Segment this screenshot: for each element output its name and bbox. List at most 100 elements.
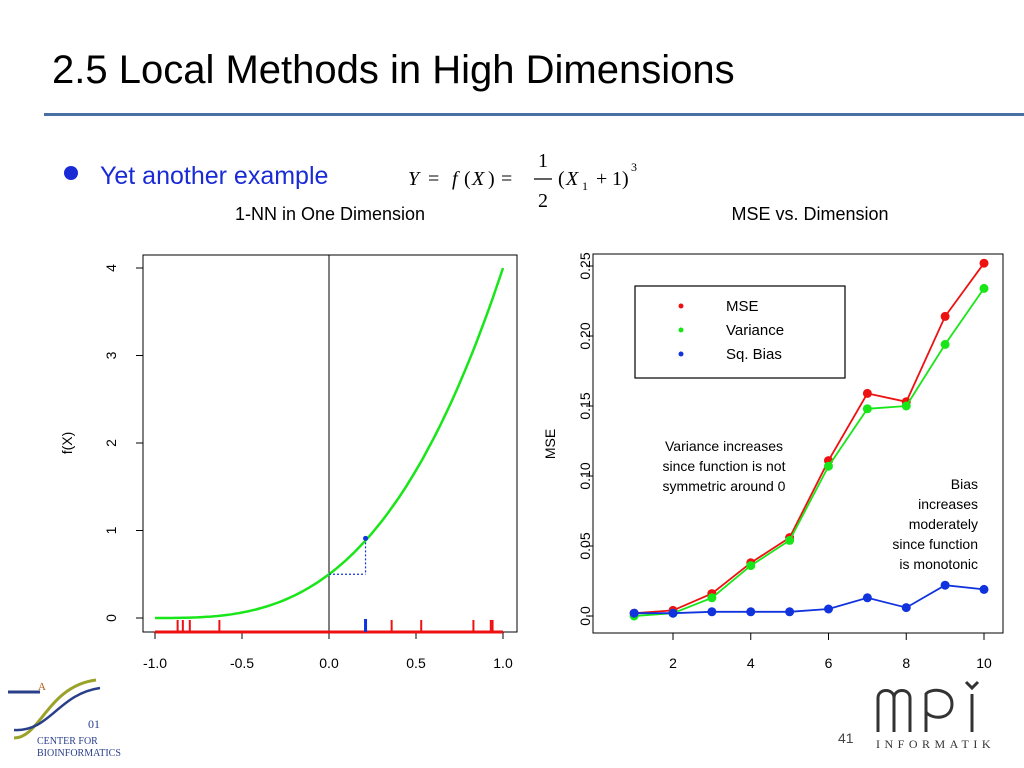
plot-frame bbox=[142, 254, 518, 633]
series-point bbox=[940, 580, 950, 590]
formula-paren-close: ) bbox=[622, 168, 629, 190]
series-point bbox=[940, 339, 950, 349]
page-number: 41 bbox=[838, 730, 854, 746]
logo-swoosh-blue bbox=[13, 686, 101, 732]
formula-fx-close: ) bbox=[488, 168, 495, 190]
series-point bbox=[824, 604, 833, 614]
series-point bbox=[785, 535, 795, 545]
slide-title: 2.5 Local Methods in High Dimensions bbox=[52, 48, 735, 92]
logo-p-shape bbox=[924, 688, 954, 732]
y-axis-label: MSE bbox=[542, 429, 558, 459]
y-tick-label: 1 bbox=[103, 526, 119, 534]
formula-frac-den: 2 bbox=[538, 190, 548, 212]
bioinformatics-logo: A 01 bbox=[8, 678, 101, 740]
logo-i-shape bbox=[964, 680, 980, 732]
series-point bbox=[862, 593, 872, 603]
title-divider bbox=[44, 113, 1024, 116]
formula-eq1: = bbox=[428, 168, 439, 190]
y-tick-label: 0.15 bbox=[577, 392, 593, 419]
bioinformatics-logo-text: CENTER FOR BIOINFORMATICS bbox=[37, 736, 121, 760]
x-tick-label: 1.0 bbox=[493, 655, 513, 671]
y-axis-label: f(X) bbox=[59, 432, 75, 455]
y-tick-label: 0.0 bbox=[577, 606, 593, 626]
x-tick-label: 8 bbox=[902, 655, 910, 671]
x-tick-label: -1.0 bbox=[143, 655, 167, 671]
series-point bbox=[668, 608, 678, 618]
x-tick-label: 4 bbox=[747, 655, 755, 671]
formula-plus: + bbox=[596, 168, 607, 190]
series-line bbox=[634, 262, 985, 615]
y-tick-label: 2 bbox=[103, 439, 119, 447]
logo-mark-icon: A bbox=[38, 681, 46, 693]
formula-y: Y bbox=[408, 168, 421, 190]
bullet-text: Yet another example bbox=[100, 162, 329, 190]
y-tick-label: 0 bbox=[103, 614, 119, 622]
mpi-wordmark: INFORMATIK bbox=[876, 737, 996, 751]
logo-line1: CENTER FOR bbox=[37, 736, 98, 747]
logo-swoosh-green bbox=[13, 678, 97, 740]
series-point bbox=[940, 311, 950, 321]
series-point bbox=[785, 607, 795, 617]
bias-annotation-line: increases bbox=[918, 496, 978, 512]
formula-one: 1 bbox=[612, 168, 622, 190]
series-point bbox=[746, 561, 756, 571]
x-tick-label: 10 bbox=[976, 655, 992, 671]
series-line bbox=[634, 584, 985, 615]
formula-frac-num: 1 bbox=[538, 150, 548, 172]
series-point bbox=[901, 603, 911, 613]
bullet-icon bbox=[64, 166, 78, 180]
logo-m-shape bbox=[876, 689, 912, 732]
x-tick-label: -0.5 bbox=[230, 655, 254, 671]
bias-annotation-line: Bias bbox=[950, 476, 978, 492]
variance-annotation-line: symmetric around 0 bbox=[662, 478, 786, 494]
formula-eq2: = bbox=[501, 168, 512, 190]
formula-fx-var: X bbox=[471, 168, 485, 190]
series-line bbox=[634, 287, 985, 617]
series-point bbox=[746, 607, 756, 617]
formula-sub: 1 bbox=[582, 179, 588, 193]
y-tick-label: 0.25 bbox=[577, 252, 593, 279]
variance-annotation-line: since function is not bbox=[662, 458, 786, 474]
logo-digits: 01 bbox=[88, 717, 100, 731]
y-tick-label: 4 bbox=[103, 264, 119, 272]
legend-label: MSE bbox=[726, 298, 759, 315]
bias-annotation-line: since function bbox=[892, 536, 978, 552]
y-tick-label: 0.20 bbox=[577, 322, 593, 349]
chart-title: MSE vs. Dimension bbox=[731, 204, 888, 224]
variance-annotation: Variance increases since function is not… bbox=[644, 436, 804, 496]
formula-fx-open: ( bbox=[464, 168, 471, 190]
series-point bbox=[707, 607, 717, 617]
nn-point bbox=[363, 535, 369, 541]
formula: Y = f ( X ) = 1 2 ( X 1 + 1 ) 3 bbox=[408, 150, 637, 212]
bias-annotation: Bias increases moderately since function… bbox=[838, 474, 978, 574]
chart-title: 1-NN in One Dimension bbox=[235, 204, 425, 224]
legend-marker bbox=[678, 351, 684, 357]
bias-annotation-line: moderately bbox=[908, 516, 978, 532]
legend-box bbox=[634, 285, 846, 379]
series-point bbox=[862, 388, 872, 398]
legend-label: Variance bbox=[726, 322, 784, 339]
legend-marker bbox=[678, 327, 684, 333]
series-point bbox=[824, 461, 833, 471]
x-tick-label: 0.0 bbox=[319, 655, 339, 671]
series-point bbox=[979, 258, 989, 268]
legend-marker bbox=[678, 303, 684, 309]
series-point bbox=[862, 404, 872, 414]
formula-paren-open: ( bbox=[558, 168, 565, 190]
series-point bbox=[979, 584, 989, 594]
variance-annotation-line: Variance increases bbox=[664, 438, 784, 454]
series-point bbox=[979, 283, 989, 293]
y-tick-label: 0.05 bbox=[577, 532, 593, 559]
legend-label: Sq. Bias bbox=[726, 346, 782, 363]
x-tick-label: 6 bbox=[825, 655, 833, 671]
series-point bbox=[901, 401, 911, 411]
plot-frame bbox=[592, 253, 1004, 634]
x-tick-label: 0.5 bbox=[406, 655, 426, 671]
series-point bbox=[707, 593, 717, 603]
logo-line2: BIOINFORMATICS bbox=[37, 748, 121, 759]
formula-f: f bbox=[452, 168, 460, 190]
x-tick-label: 2 bbox=[669, 655, 677, 671]
y-tick-label: 0.10 bbox=[577, 462, 593, 489]
mpi-logo-icon bbox=[876, 680, 980, 732]
